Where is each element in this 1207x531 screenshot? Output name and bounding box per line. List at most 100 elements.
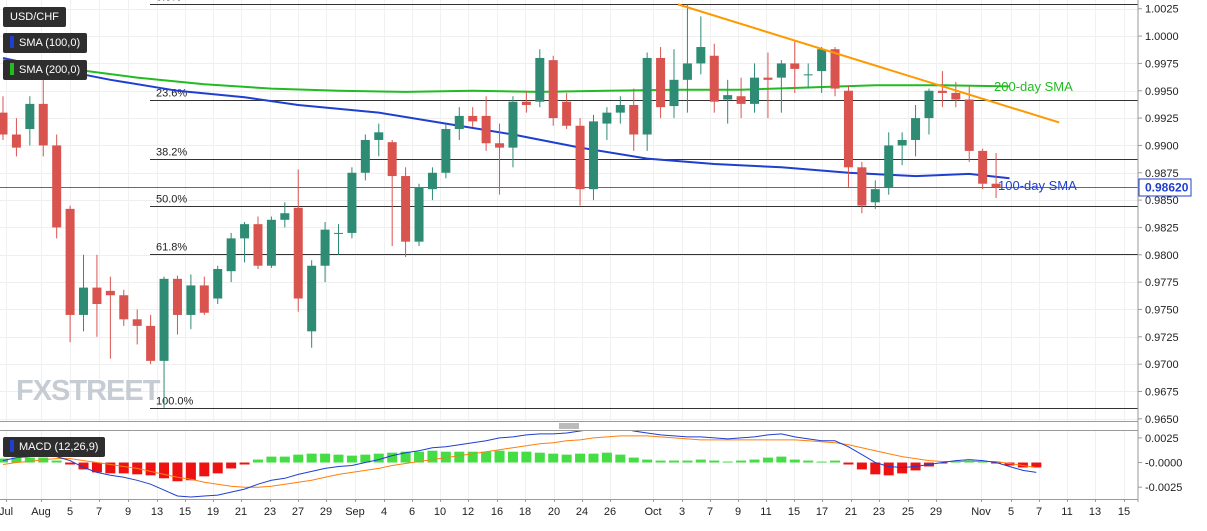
histogram-bar <box>601 452 612 463</box>
histogram-bar <box>306 453 317 463</box>
sma-200-path <box>2 59 1010 93</box>
candle <box>199 276 209 315</box>
price-tick-label: 1.0000 <box>1145 31 1179 43</box>
sma-100-annotation: 100-day SMA <box>998 178 1077 193</box>
candle-body <box>293 207 303 299</box>
candle-body <box>226 238 236 272</box>
candle <box>588 114 598 201</box>
candle-body <box>38 103 48 146</box>
price-tick-label: 0.9775 <box>1145 277 1179 289</box>
candle-body <box>790 63 800 69</box>
time-tick-label: 16 <box>491 506 503 518</box>
time-tick-label: 15 <box>1118 506 1130 518</box>
macd-legend[interactable]: MACD (12,26,9) <box>3 437 106 457</box>
sma-100-legend[interactable]: SMA (100,0) <box>3 33 88 53</box>
histogram-bar <box>333 454 344 463</box>
price-axis[interactable]: 1.0025 1.0000 0.9975 0.9950 0.9925 0.9900 0.98… <box>1138 4 1179 426</box>
macd-swatch <box>10 440 14 452</box>
candle-body <box>696 47 706 64</box>
histogram-bar <box>414 451 425 463</box>
price-tick-label: 0.9850 <box>1145 195 1179 207</box>
candle-body <box>414 186 424 242</box>
candle <box>52 134 62 239</box>
candle <box>884 132 894 195</box>
candle <box>360 134 370 181</box>
candle <box>750 63 760 113</box>
resistance-trendline <box>677 3 1060 124</box>
pane-resize-handle[interactable] <box>559 423 579 429</box>
histogram-bar <box>226 462 237 469</box>
candle <box>481 96 491 151</box>
time-tick-label: 11 <box>1061 506 1072 518</box>
histogram-bar <box>51 460 62 463</box>
macd-lines <box>2 430 1037 498</box>
time-tick-label: Sep <box>345 506 365 518</box>
candle-body <box>830 49 840 89</box>
price-tick-label: 0.9950 <box>1145 86 1179 98</box>
fib-label: 100.0% <box>156 396 194 408</box>
candle-body <box>253 224 263 266</box>
histogram-bar <box>387 452 398 463</box>
histogram-bar <box>481 451 492 463</box>
histogram-bar <box>212 462 223 474</box>
time-tick-label: Nov <box>971 506 991 518</box>
candle-body <box>870 189 880 203</box>
candle <box>817 47 827 93</box>
time-tick-label: 9 <box>125 506 131 518</box>
histogram-bar <box>749 459 760 463</box>
time-tick-label: 6 <box>409 506 415 518</box>
candle <box>293 169 303 312</box>
candle <box>146 314 156 365</box>
candle-body <box>991 183 1001 187</box>
time-tick-label: 5 <box>1008 506 1014 518</box>
candle-body <box>468 115 478 122</box>
candle-body <box>763 77 773 80</box>
histogram-bar <box>360 454 371 463</box>
candle-body <box>0 112 8 135</box>
time-tick-label: 10 <box>434 506 446 518</box>
histogram-bar <box>11 457 22 463</box>
candle-body <box>495 143 505 148</box>
candle-body <box>602 112 612 124</box>
candle <box>11 118 21 157</box>
candle <box>253 216 263 270</box>
symbol-label[interactable]: USD/CHF <box>3 7 66 27</box>
candle-body <box>709 55 719 102</box>
time-tick-label: 11 <box>760 506 771 518</box>
price-tick-label: 0.9700 <box>1145 359 1179 371</box>
histogram-bar <box>762 457 773 463</box>
histogram-bar <box>507 451 518 463</box>
time-tick-label: 18 <box>519 506 531 518</box>
histogram-bar <box>628 457 639 463</box>
sma-200-swatch <box>10 63 14 75</box>
histogram-bar <box>856 462 867 470</box>
candle <box>951 82 961 108</box>
time-axis[interactable]: Jul Aug 5 7 9 13 15 19 21 23 27 29 Sep 4 6 10 12 16 18 20 24… <box>0 499 1130 518</box>
candle-body <box>132 319 142 326</box>
histogram-bar <box>521 451 532 463</box>
sma-200-legend[interactable]: SMA (200,0) <box>3 60 88 80</box>
candle <box>535 49 545 108</box>
time-tick-label: 23 <box>873 506 885 518</box>
histogram-bar <box>950 461 961 463</box>
candle <box>830 47 840 97</box>
candle <box>320 221 330 283</box>
candle <box>776 60 786 113</box>
candle <box>387 139 397 247</box>
candle-body <box>374 132 384 140</box>
candle <box>347 167 357 239</box>
time-tick-label: 7 <box>707 506 713 518</box>
candle-body <box>964 99 974 151</box>
candle-body <box>199 285 209 313</box>
candle <box>696 16 706 75</box>
histogram-bar <box>722 461 733 463</box>
candle-body <box>360 139 370 173</box>
candle <box>709 43 719 113</box>
candle-body <box>280 213 290 220</box>
candle <box>991 153 1001 198</box>
candle-body <box>186 285 196 315</box>
candle <box>427 167 437 201</box>
